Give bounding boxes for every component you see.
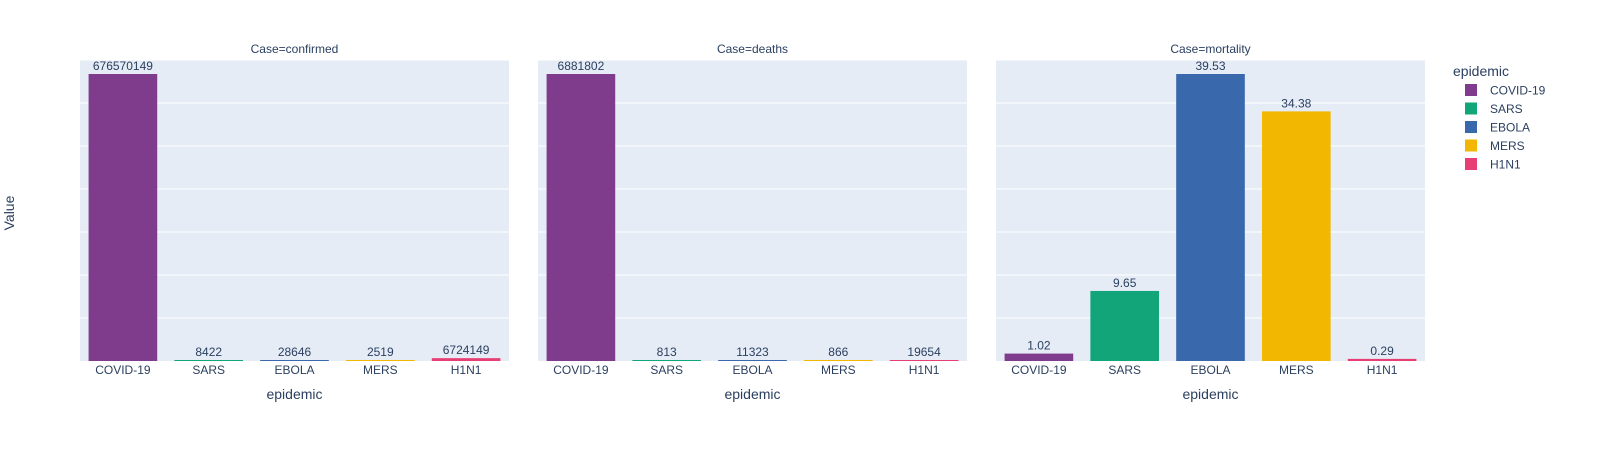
legend-swatch (1465, 158, 1477, 170)
bar-h1n1 (431, 358, 501, 361)
bar-sars (1090, 290, 1160, 361)
x-tick-label: COVID-19 (95, 363, 151, 377)
bar-h1n1 (889, 360, 959, 361)
data-label: 6881802 (558, 59, 605, 73)
legend-label: COVID-19 (1490, 84, 1546, 98)
legend-label: SARS (1490, 102, 1523, 116)
legend-label: MERS (1490, 139, 1525, 153)
data-label: 676570149 (93, 59, 153, 73)
data-label: 39.53 (1195, 59, 1225, 73)
data-label: 34.38 (1281, 96, 1311, 110)
legend-swatch (1465, 84, 1477, 96)
x-tick-label: SARS (1108, 363, 1141, 377)
legend-swatch (1465, 121, 1477, 133)
bar-ebola (1176, 74, 1245, 361)
x-tick-label: EBOLA (732, 363, 772, 377)
x-axis-title: epidemic (266, 386, 322, 402)
bar-ebola (260, 360, 329, 361)
y-axis-title: Value (1, 195, 17, 230)
panel-2: Case=deaths epidemic 6881802 COVID-19 813 SAR… (538, 42, 967, 402)
legend-title: epidemic (1453, 63, 1509, 79)
facet-title: Case=mortality (1170, 42, 1250, 56)
bar-mers (345, 360, 415, 361)
x-tick-label: SARS (650, 363, 683, 377)
x-tick-label: COVID-19 (553, 363, 609, 377)
facet-title: Case=confirmed (251, 42, 339, 56)
panel-3: Case=mortality epidemic 1.02 COVID-19 9.65 SA… (996, 42, 1425, 402)
bar-mers (803, 360, 873, 361)
facet-title: Case=deaths (717, 42, 788, 56)
legend-label: EBOLA (1490, 121, 1530, 135)
bar-covid-19 (1004, 353, 1074, 361)
x-tick-label: EBOLA (274, 363, 314, 377)
x-tick-label: H1N1 (451, 363, 482, 377)
legend-swatch (1465, 102, 1477, 115)
data-label: 2519 (367, 345, 394, 359)
data-label: 813 (657, 345, 677, 359)
bar-covid-19 (546, 74, 616, 361)
legend-label: H1N1 (1490, 158, 1521, 172)
bar-ebola (718, 360, 787, 361)
x-axis-title: epidemic (1182, 386, 1238, 402)
x-tick-label: MERS (1279, 363, 1314, 377)
data-label: 8422 (195, 345, 222, 359)
panel-1: Case=confirmed epidemic 676570149 COVID-19 8… (80, 42, 509, 402)
chart-panels: Case=confirmed epidemic 676570149 COVID-19 8… (80, 42, 1425, 402)
bar-sars (174, 360, 244, 361)
data-label: 28646 (278, 345, 312, 359)
x-tick-label: MERS (363, 363, 398, 377)
x-tick-label: MERS (821, 363, 856, 377)
legend: epidemic COVID-19 SARS EBOLA MERS H1N1 (1453, 63, 1546, 172)
x-axis-title: epidemic (724, 386, 780, 402)
x-tick-label: H1N1 (1367, 363, 1398, 377)
legend-item-mers[interactable]: MERS (1465, 139, 1525, 153)
legend-item-ebola[interactable]: EBOLA (1465, 121, 1530, 135)
data-label: 6724149 (443, 343, 490, 357)
x-tick-label: H1N1 (909, 363, 940, 377)
bar-h1n1 (1347, 358, 1417, 361)
legend-swatch (1465, 139, 1477, 152)
data-label: 19654 (907, 345, 941, 359)
data-label: 866 (828, 345, 848, 359)
data-label: 1.02 (1027, 339, 1051, 353)
bar-sars (632, 360, 702, 361)
x-tick-label: SARS (192, 363, 225, 377)
x-tick-label: COVID-19 (1011, 363, 1067, 377)
bar-mers (1261, 111, 1331, 361)
data-label: 11323 (736, 345, 769, 359)
x-tick-label: EBOLA (1190, 363, 1230, 377)
legend-item-h1n1[interactable]: H1N1 (1465, 158, 1521, 172)
data-label: 0.29 (1370, 344, 1394, 358)
legend-item-covid-19[interactable]: COVID-19 (1465, 84, 1546, 98)
bar-covid-19 (88, 74, 158, 361)
data-label: 9.65 (1113, 276, 1137, 290)
legend-item-sars[interactable]: SARS (1465, 102, 1523, 116)
